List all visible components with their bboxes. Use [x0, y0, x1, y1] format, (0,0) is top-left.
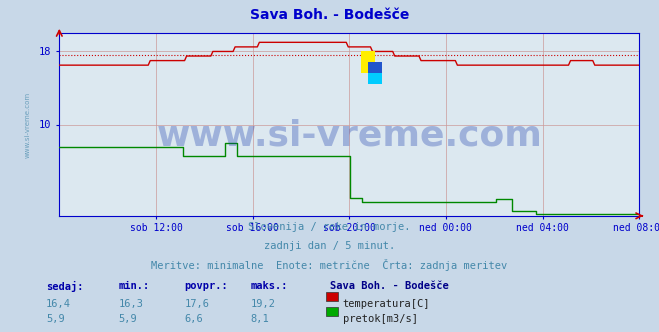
Text: Slovenija / reke in morje.: Slovenija / reke in morje.	[248, 222, 411, 232]
Text: min.:: min.:	[119, 281, 150, 290]
Text: pretok[m3/s]: pretok[m3/s]	[343, 314, 418, 324]
Text: 19,2: 19,2	[250, 299, 275, 309]
Text: Meritve: minimalne  Enote: metrične  Črta: zadnja meritev: Meritve: minimalne Enote: metrične Črta:…	[152, 259, 507, 271]
Text: Sava Boh. - Bodešče: Sava Boh. - Bodešče	[330, 281, 448, 290]
Text: sedaj:: sedaj:	[46, 281, 84, 291]
Text: www.si-vreme.com: www.si-vreme.com	[24, 91, 30, 158]
Text: 5,9: 5,9	[119, 314, 137, 324]
Text: 6,6: 6,6	[185, 314, 203, 324]
Text: temperatura[C]: temperatura[C]	[343, 299, 430, 309]
Text: 8,1: 8,1	[250, 314, 269, 324]
Text: maks.:: maks.:	[250, 281, 288, 290]
Bar	[368, 62, 382, 73]
Text: zadnji dan / 5 minut.: zadnji dan / 5 minut.	[264, 241, 395, 251]
Bar	[368, 62, 382, 84]
Text: Sava Boh. - Bodešče: Sava Boh. - Bodešče	[250, 8, 409, 22]
Text: 16,3: 16,3	[119, 299, 144, 309]
Text: povpr.:: povpr.:	[185, 281, 228, 290]
Text: 17,6: 17,6	[185, 299, 210, 309]
Text: www.si-vreme.com: www.si-vreme.com	[156, 119, 542, 152]
Text: 5,9: 5,9	[46, 314, 65, 324]
Bar	[361, 51, 376, 73]
Text: 16,4: 16,4	[46, 299, 71, 309]
